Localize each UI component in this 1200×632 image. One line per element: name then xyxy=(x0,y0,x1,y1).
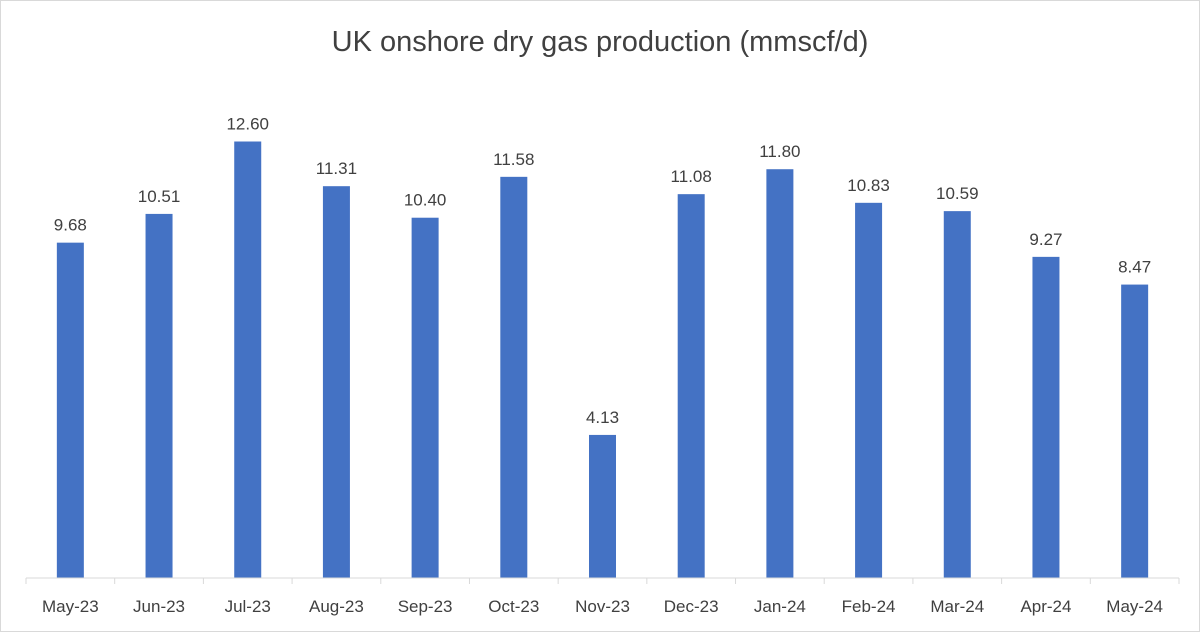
x-tick-label-jan-24: Jan-24 xyxy=(754,597,806,616)
data-label-jun-23: 10.51 xyxy=(138,187,181,206)
chart-title: UK onshore dry gas production (mmscf/d) xyxy=(332,26,869,58)
bar-aug-23 xyxy=(322,186,350,579)
bar-sep-23 xyxy=(411,217,439,578)
data-label-aug-23: 11.31 xyxy=(316,159,357,178)
bar-jan-24 xyxy=(766,169,794,578)
bar-may-23 xyxy=(56,242,84,578)
bars-group xyxy=(56,141,1149,579)
bar-dec-23 xyxy=(677,194,705,578)
x-tick-label-nov-23: Nov-23 xyxy=(575,597,630,616)
bar-jun-23 xyxy=(145,213,173,578)
x-tick-label-mar-24: Mar-24 xyxy=(930,597,984,616)
data-label-feb-24: 10.83 xyxy=(847,176,890,195)
data-label-apr-24: 9.27 xyxy=(1029,230,1062,249)
x-tick-label-may-24: May-24 xyxy=(1106,597,1163,616)
x-tick-label-oct-23: Oct-23 xyxy=(488,597,539,616)
bar-feb-24 xyxy=(855,202,883,578)
x-tick-label-jul-23: Jul-23 xyxy=(225,597,271,616)
bar-jul-23 xyxy=(234,141,262,578)
data-label-jan-24: 11.80 xyxy=(759,142,800,161)
x-tick-label-sep-23: Sep-23 xyxy=(398,597,453,616)
bar-apr-24 xyxy=(1032,256,1060,578)
bar-nov-23 xyxy=(589,434,616,578)
data-label-may-23: 9.68 xyxy=(54,216,87,235)
data-label-nov-23: 4.13 xyxy=(586,408,619,427)
data-label-oct-23: 11.58 xyxy=(493,150,534,169)
data-label-jul-23: 12.60 xyxy=(226,115,269,134)
data-label-sep-23: 10.40 xyxy=(404,191,447,210)
bar-may-24 xyxy=(1121,284,1149,578)
bar-oct-23 xyxy=(500,176,528,579)
x-tick-labels-group: May-23 Jun-23 Jul-23 Aug-23 Sep-23 Oct-23 Nov-… xyxy=(42,597,1163,616)
x-tick-label-feb-24: Feb-24 xyxy=(842,597,896,616)
x-tick-label-jun-23: Jun-23 xyxy=(133,597,185,616)
x-tick-label-apr-24: Apr-24 xyxy=(1020,597,1071,616)
x-tick-label-dec-23: Dec-23 xyxy=(664,597,719,616)
x-ticks-group xyxy=(25,578,1180,584)
x-tick-label-may-23: May-23 xyxy=(42,597,99,616)
data-labels-group: 9.68 10.51 12.60 11.31 10.40 11.58 4.13 11.08 11… xyxy=(54,115,1151,427)
bar-mar-24 xyxy=(943,211,971,578)
x-tick-label-aug-23: Aug-23 xyxy=(309,597,364,616)
data-label-dec-23: 11.08 xyxy=(671,167,712,186)
data-label-may-24: 8.47 xyxy=(1118,258,1151,277)
data-label-mar-24: 10.59 xyxy=(936,184,979,203)
